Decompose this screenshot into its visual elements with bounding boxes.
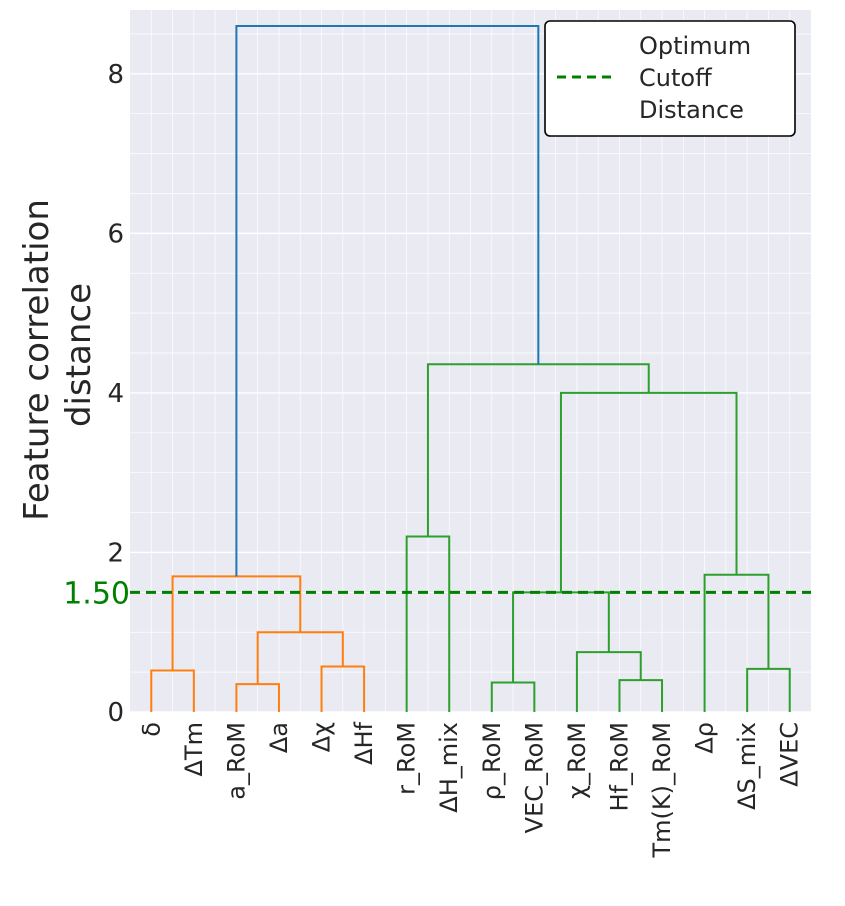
x-tick-label: δ: [137, 722, 165, 737]
y-tick-label: 2: [107, 538, 124, 568]
x-axis-leaf-labels: δ ΔTm a_RoM Δa Δχ ΔHf r_RoM ΔH_mix ρ_RoM VEC_RoM χ…: [137, 721, 803, 858]
x-tick-label: ΔH_mix: [435, 722, 463, 813]
y-axis-title-line1: Feature correlation: [17, 199, 57, 521]
x-tick-label: Δa: [265, 722, 293, 753]
x-tick-label: Tm(K)_RoM: [648, 722, 676, 859]
x-tick-label: χ_RoM: [563, 722, 591, 799]
y-tick-label: 8: [107, 60, 124, 90]
x-tick-label: ΔHf: [350, 721, 378, 764]
x-tick-label: ΔVEC: [776, 722, 804, 787]
y-axis-title-line2: distance: [59, 283, 99, 427]
x-tick-label: ΔTm: [180, 722, 208, 776]
dendrogram-links: [150, 24, 791, 712]
dendrogram-link: [235, 24, 540, 577]
x-tick-label: a_RoM: [222, 722, 250, 800]
legend-label-line2: Cutoff: [639, 64, 712, 92]
x-tick-label: Hf_RoM: [605, 722, 633, 811]
x-tick-label: Δρ: [691, 722, 719, 754]
legend-label-line1: Optimum: [639, 32, 751, 60]
x-tick-label: ΔS_mix: [733, 722, 761, 810]
legend-box: [544, 20, 796, 137]
legend-label-line3: Distance: [639, 96, 744, 124]
y-tick-label: 4: [107, 379, 124, 409]
x-tick-label: VEC_RoM: [520, 722, 548, 833]
x-tick-label: r_RoM: [393, 722, 421, 795]
legend: Optimum Cutoff Distance: [544, 20, 796, 137]
y-tick-label: 0: [107, 698, 124, 728]
y-tick-label: 6: [107, 219, 124, 249]
cutoff-label: 1.50: [63, 576, 130, 611]
x-tick-label: Δχ: [308, 722, 336, 752]
x-tick-label: ρ_RoM: [478, 722, 506, 800]
y-axis-ticks: 0 2 4 6 8: [107, 60, 124, 728]
